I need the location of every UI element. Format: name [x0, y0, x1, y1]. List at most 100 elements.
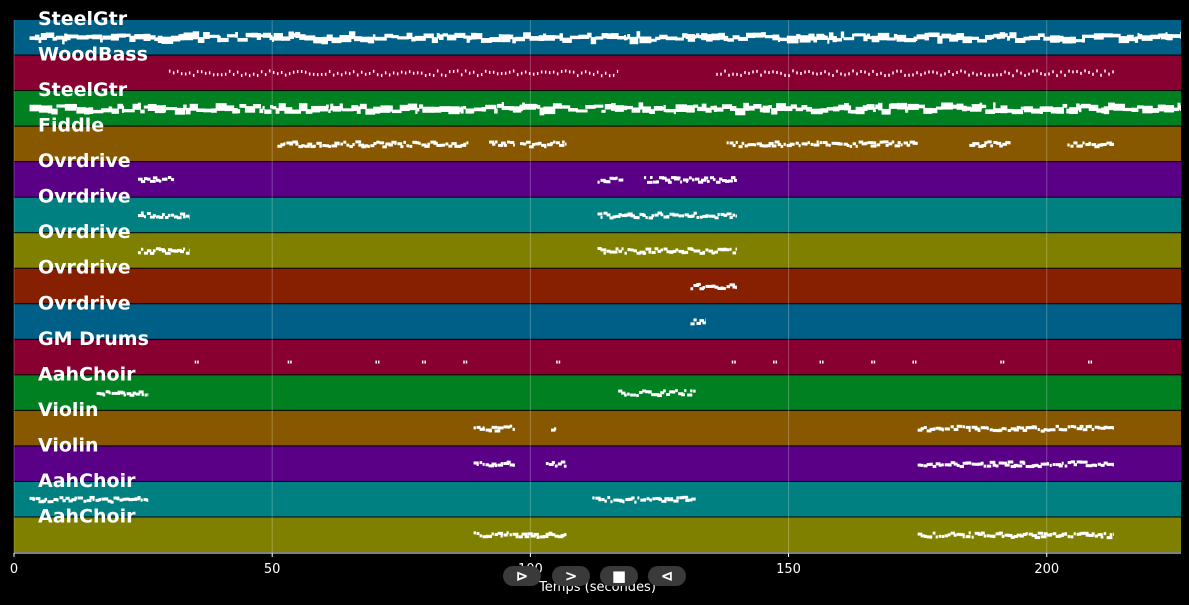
note-mark [944, 463, 951, 467]
note-mark [660, 391, 665, 395]
note-mark [619, 499, 625, 503]
note-mark [138, 390, 144, 394]
note-mark [633, 393, 636, 397]
note-mark [92, 109, 104, 114]
note-mark [102, 35, 114, 40]
note-mark [603, 211, 608, 215]
note-mark [871, 35, 880, 43]
forward-button[interactable]: > [552, 566, 590, 586]
note-mark [536, 535, 540, 539]
note-mark [370, 144, 375, 148]
note-mark [873, 360, 876, 364]
note-mark [284, 73, 287, 77]
note-mark [786, 35, 799, 44]
note-mark [743, 102, 749, 111]
note-mark [318, 105, 328, 112]
note-mark [688, 498, 693, 502]
note-mark [406, 32, 413, 40]
note-mark [858, 140, 864, 144]
note-mark [1069, 36, 1076, 44]
track-label: Fiddle [38, 115, 104, 137]
track-band [14, 162, 1181, 197]
note-mark [708, 284, 714, 288]
note-mark [513, 143, 515, 147]
note-mark [881, 108, 891, 115]
note-mark [768, 71, 770, 75]
note-mark [224, 72, 227, 76]
note-mark [1139, 34, 1143, 40]
note-mark [661, 176, 667, 180]
note-mark [776, 70, 778, 74]
note-mark [155, 215, 160, 219]
track-band [14, 233, 1181, 268]
note-mark [256, 73, 259, 77]
note-mark [544, 145, 547, 149]
note-mark [380, 105, 391, 113]
note-mark [512, 463, 515, 467]
note-mark [348, 72, 351, 76]
note-mark [479, 427, 485, 431]
note-mark [1001, 461, 1007, 465]
stop-button[interactable]: ■ [600, 566, 638, 586]
play-button[interactable]: ⊳ [503, 566, 541, 586]
note-mark [956, 463, 960, 467]
note-mark [868, 72, 870, 76]
note-mark [752, 70, 754, 74]
note-mark [77, 496, 84, 500]
note-mark [391, 35, 399, 39]
note-mark [701, 103, 707, 112]
note-mark [280, 71, 283, 75]
note-mark [365, 108, 376, 115]
note-mark [551, 533, 556, 537]
note-mark [501, 102, 505, 110]
note-mark [559, 143, 565, 147]
note-mark [463, 142, 467, 146]
note-mark [884, 74, 886, 78]
note-mark [373, 142, 377, 146]
note-mark [446, 34, 457, 41]
note-mark [564, 69, 567, 73]
note-mark [460, 143, 467, 147]
note-mark [876, 143, 881, 147]
note-mark [690, 389, 693, 393]
note-mark [639, 390, 643, 394]
note-mark [1094, 425, 1100, 429]
note-mark [938, 463, 942, 467]
note-mark [1112, 463, 1114, 467]
note-mark [540, 70, 543, 74]
note-mark [236, 109, 241, 114]
note-mark [621, 391, 626, 395]
note-mark [1037, 427, 1040, 431]
note-mark [820, 71, 822, 75]
note-mark [532, 72, 535, 76]
note-mark [615, 176, 618, 180]
note-mark [929, 535, 932, 539]
note-mark [485, 534, 492, 538]
note-mark [542, 535, 549, 539]
note-mark [539, 107, 545, 116]
note-mark [717, 287, 724, 291]
note-mark [804, 142, 808, 146]
note-mark [1008, 71, 1010, 75]
back-button[interactable]: ⊲ [648, 566, 686, 586]
note-mark [512, 37, 516, 44]
note-mark [276, 72, 279, 76]
note-mark [220, 37, 229, 43]
note-mark [121, 105, 125, 113]
note-mark [696, 249, 701, 253]
note-mark [616, 498, 623, 502]
note-mark [132, 103, 140, 110]
note-mark [923, 426, 927, 430]
note-mark [697, 180, 704, 184]
note-mark [146, 249, 152, 253]
note-mark [235, 32, 239, 38]
note-mark [1084, 34, 1097, 38]
note-mark [993, 102, 996, 111]
note-mark [824, 35, 828, 40]
note-mark [391, 109, 402, 114]
note-mark [416, 71, 419, 75]
note-mark [730, 106, 737, 112]
note-mark [228, 69, 231, 73]
note-mark [992, 535, 996, 539]
